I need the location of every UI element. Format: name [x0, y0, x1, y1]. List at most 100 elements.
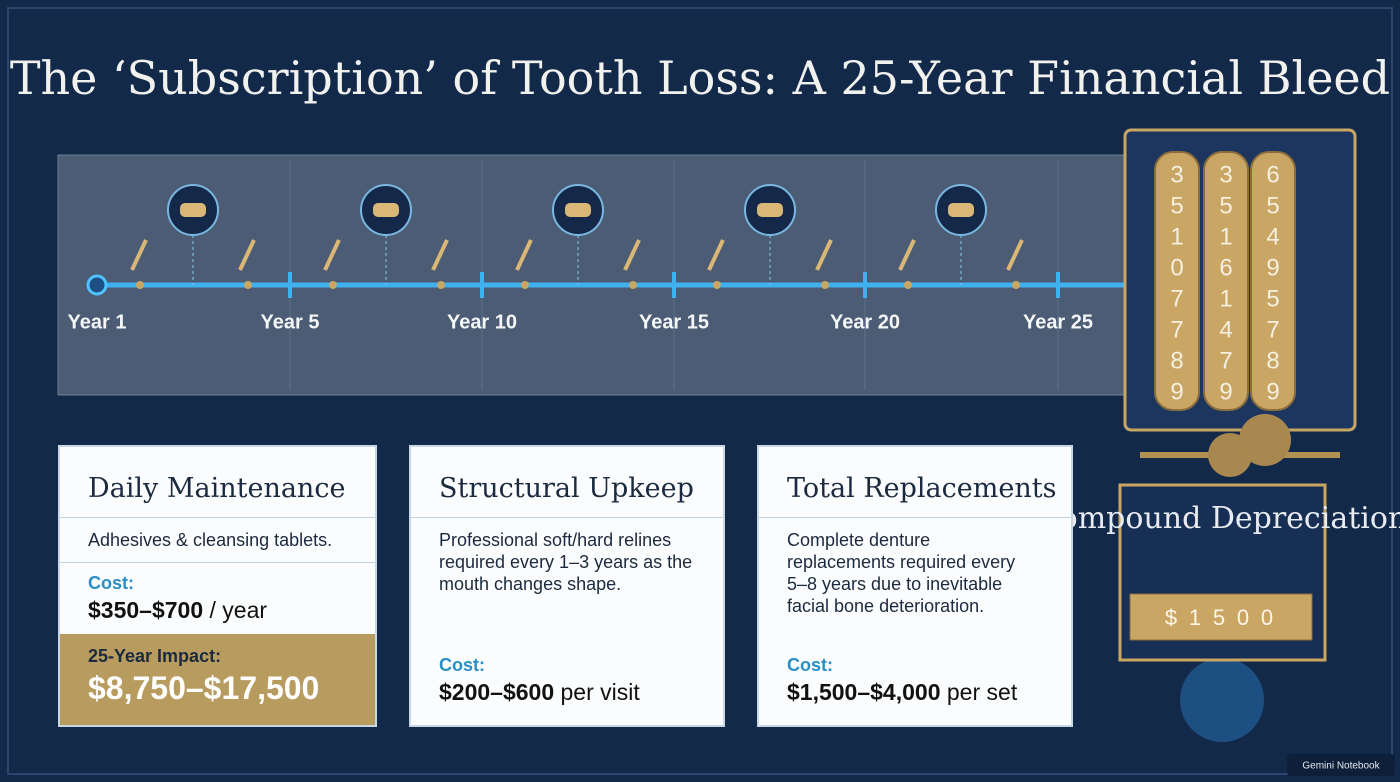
- dropper-icon: [898, 239, 916, 271]
- year-label: Year 1: [68, 311, 127, 333]
- cost-value: $350–$700: [88, 597, 204, 623]
- cost-label: Cost:: [439, 655, 485, 675]
- wheel: [1203, 151, 1249, 411]
- wheel: [1154, 151, 1200, 411]
- dropper-icon: [1006, 239, 1024, 271]
- timeline-dot: [713, 281, 721, 289]
- wheel-digit: 7: [1170, 316, 1183, 343]
- watermark-bg: [1287, 754, 1395, 776]
- divider: [60, 517, 375, 518]
- wheel-digit: 9: [1219, 378, 1232, 405]
- wheel-digit: 5: [1266, 285, 1279, 312]
- card: Total Replacements Complete denture repl…: [757, 445, 1073, 727]
- event-icon-glyph: [948, 203, 974, 217]
- timeline-dot: [629, 281, 637, 289]
- cost-label: Cost:: [787, 655, 833, 675]
- card: Daily Maintenance Adhesives & cleansing …: [58, 445, 377, 727]
- counter-wheels: 3 5 1 0 7 7 8 9 3 5 1 6 1 4 7 9 6 5 4 9 5 7 8 9: [1154, 151, 1296, 411]
- divider: [60, 562, 375, 563]
- cost-value: $200–$600: [439, 679, 555, 705]
- dropper-icon: [238, 239, 256, 271]
- card-description: Adhesives & cleansing tablets.: [88, 530, 333, 550]
- card: Structural Upkeep Professional soft/hard…: [409, 445, 725, 727]
- timeline-dot: [437, 281, 445, 289]
- year-label: Year 20: [830, 311, 900, 333]
- impact-label: 25-Year Impact:: [88, 646, 222, 666]
- timeline-dot: [329, 281, 337, 289]
- dropper-icon: [707, 239, 725, 271]
- timeline-dot: [821, 281, 829, 289]
- wheel-digit: 8: [1266, 347, 1279, 374]
- display-digit: 1: [1189, 605, 1201, 630]
- wheel-digit: 3: [1219, 161, 1232, 188]
- watermark: Gemini Notebook: [1302, 761, 1380, 772]
- wheel-digit: 5: [1219, 192, 1232, 219]
- cost-unit: per set: [946, 679, 1018, 705]
- cost: $350–$700 / year: [88, 597, 267, 624]
- cost: $1,500–$4,000 per set: [787, 679, 1017, 706]
- year-label: Year 25: [1023, 311, 1093, 333]
- timeline-marks: Year 1 Year 5 Year 10 Year 15 Year 20 Year 25: [68, 184, 1093, 333]
- divider: [411, 517, 723, 518]
- card-title: Daily Maintenance: [88, 473, 346, 504]
- frame: [7, 7, 1393, 775]
- gear: [1239, 414, 1291, 466]
- wheel-digit: 9: [1266, 254, 1279, 281]
- wheel-digit: 6: [1266, 161, 1279, 188]
- wheel-digit: 8: [1170, 347, 1183, 374]
- timeline-dot: [521, 281, 529, 289]
- wheel-digit: 4: [1266, 223, 1279, 250]
- event-icon-glyph: [757, 203, 783, 217]
- dropper-icon: [323, 239, 341, 271]
- dropper-icon: [815, 239, 833, 271]
- timeline-start: [86, 274, 108, 296]
- timeline-dot: [1012, 281, 1020, 289]
- wheel-digit: 4: [1219, 316, 1232, 343]
- title: The ‘Subscription’ of Tooth Loss: A 25-Y…: [10, 51, 1390, 105]
- event-icon-glyph: [180, 203, 206, 217]
- event-icon-glyph: [373, 203, 399, 217]
- wheel-digit: 7: [1266, 316, 1279, 343]
- divider: [759, 517, 1071, 518]
- cost-unit: per visit: [560, 679, 640, 705]
- display-digit: 0: [1261, 605, 1273, 630]
- wheel-digit: 1: [1170, 223, 1183, 250]
- year-label: Year 5: [261, 311, 320, 333]
- display: [1129, 593, 1313, 641]
- dropper-icon: [130, 239, 148, 271]
- cost-value: $1,500–$4,000: [787, 679, 941, 705]
- gear: [1180, 658, 1264, 742]
- display-digit: $: [1165, 605, 1177, 630]
- wheel-digit: 9: [1266, 378, 1279, 405]
- cost: $200–$600 per visit: [439, 679, 640, 706]
- timeline-dot: [904, 281, 912, 289]
- wheel: [1250, 151, 1296, 411]
- cost-label: Cost:: [88, 573, 134, 593]
- cost-unit: / year: [209, 597, 268, 623]
- wheel-digit: 7: [1219, 347, 1232, 374]
- dropper-icon: [623, 239, 641, 271]
- year-label: Year 10: [447, 311, 517, 333]
- card-title: Structural Upkeep: [439, 473, 694, 504]
- year-label: Year 15: [639, 311, 709, 333]
- card-title: Total Replacements: [787, 473, 1057, 504]
- display-digit: 5: [1213, 605, 1225, 630]
- wheel-digit: 0: [1170, 254, 1183, 281]
- dropper-icon: [431, 239, 449, 271]
- wheel-digit: 1: [1219, 223, 1232, 250]
- wheel-digit: 1: [1219, 285, 1232, 312]
- event-icon-glyph: [565, 203, 591, 217]
- wheel-digit: 5: [1266, 192, 1279, 219]
- wheel-digit: 5: [1170, 192, 1183, 219]
- wheel-digit: 3: [1170, 161, 1183, 188]
- wheel-digit: 7: [1170, 285, 1183, 312]
- wheel-digit: 9: [1170, 378, 1183, 405]
- wheel-digit: 6: [1219, 254, 1232, 281]
- display-digits: $1 5 0 0: [1165, 605, 1273, 630]
- display-digit: 0: [1237, 605, 1249, 630]
- timeline-dot: [244, 281, 252, 289]
- dropper-icon: [515, 239, 533, 271]
- depreciation-title: Compound Depreciation: [1037, 501, 1400, 536]
